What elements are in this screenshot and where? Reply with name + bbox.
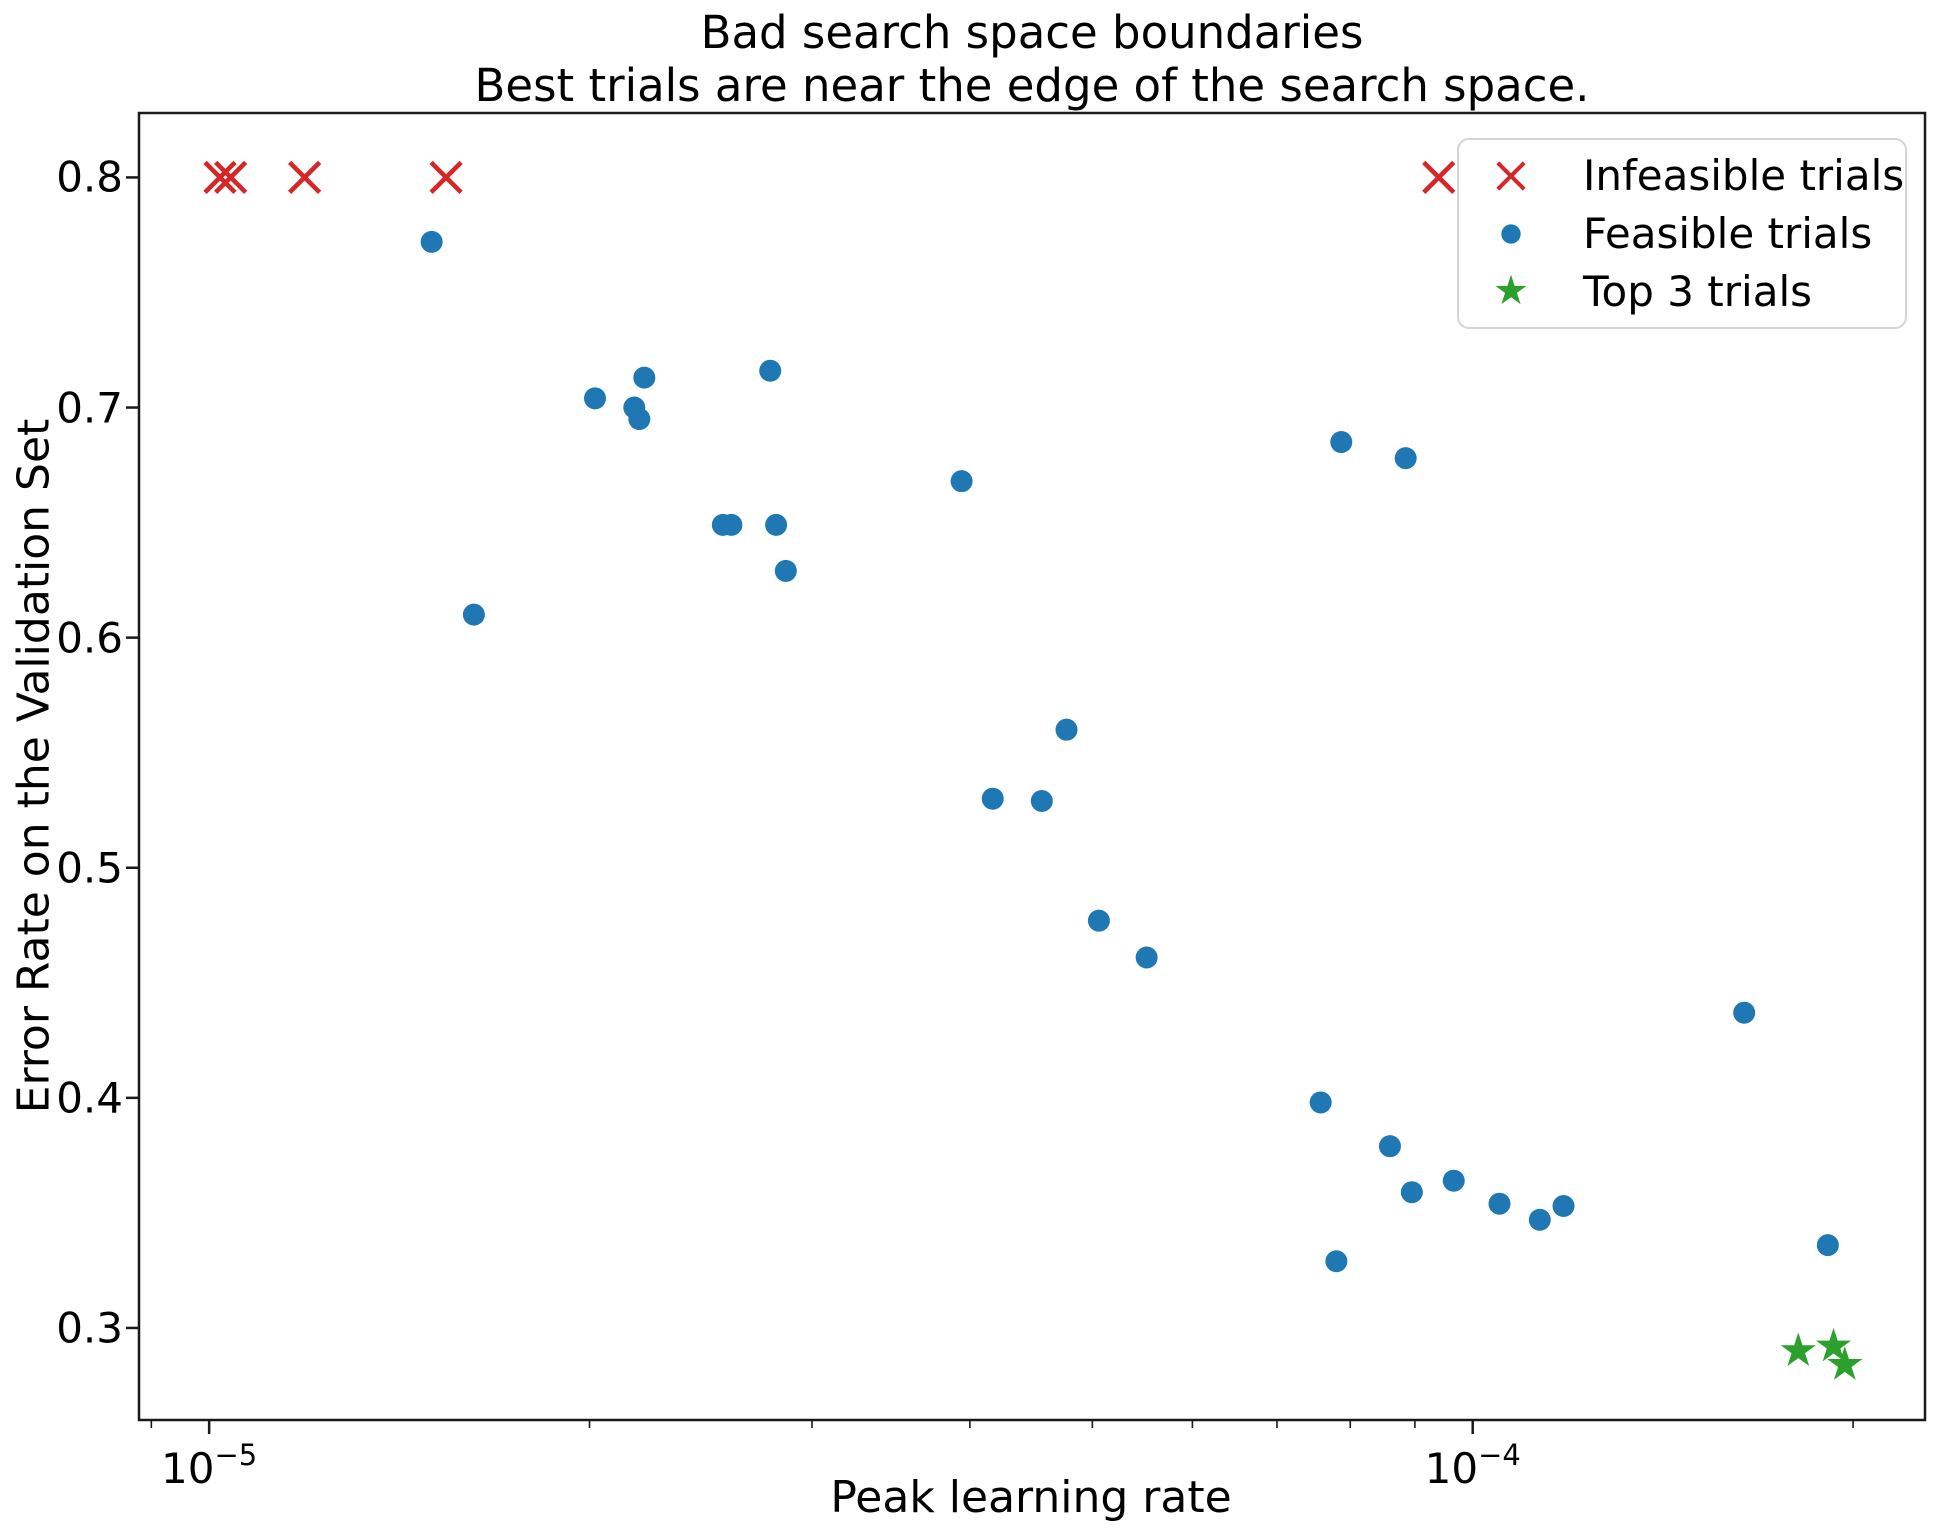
- infeasible-point: [1422, 160, 1456, 195]
- feasible-point: [1030, 790, 1053, 813]
- feasible-point: [1552, 1195, 1575, 1218]
- feasible-point: [1528, 1208, 1551, 1231]
- chart-title-block: Bad search space boundaries Best trials …: [475, 6, 1590, 112]
- star-glyph: [1495, 274, 1527, 305]
- feasible-point: [1135, 946, 1158, 969]
- infeasible-point: [214, 160, 248, 195]
- infeasible-point: [429, 160, 463, 195]
- feasible-point: [950, 470, 973, 493]
- feasible-point: [1325, 1250, 1348, 1273]
- feasible-point: [462, 603, 485, 626]
- legend-label: Infeasible trials: [1583, 151, 1905, 201]
- feasible-point: [628, 408, 651, 431]
- legend-item-feasible-trials: Feasible trials: [1489, 206, 1905, 262]
- legend-item-infeasible-trials: Infeasible trials: [1489, 148, 1905, 204]
- y-tick-label: 0.6: [56, 613, 123, 663]
- x-tick-label: 10−4: [1424, 1438, 1521, 1493]
- legend-label: Feasible trials: [1583, 209, 1873, 258]
- chart-subtitle: Best trials are near the edge of the sea…: [474, 59, 1590, 112]
- x-glyph: [1496, 161, 1526, 191]
- plot-spines: [137, 111, 1927, 1422]
- feasible-point: [420, 230, 443, 253]
- feasible-point: [583, 387, 606, 410]
- top3-point: [1827, 1346, 1863, 1380]
- feasible-point: [1378, 1135, 1401, 1158]
- legend-label: Top 3 trials: [1583, 266, 1812, 316]
- feasible-point: [765, 513, 788, 536]
- feasible-point: [759, 359, 782, 382]
- feasible-point: [633, 366, 656, 389]
- y-tick-label: 0.5: [56, 843, 123, 893]
- feasible-point: [981, 787, 1004, 810]
- y-tick-label: 0.7: [56, 383, 123, 433]
- feasible-point: [1330, 431, 1353, 454]
- x-axis-label: Peak learning rate: [830, 1472, 1232, 1523]
- feasible-point: [1488, 1192, 1511, 1215]
- feasible-point: [720, 513, 743, 536]
- legend: Infeasible trials Feasible trials Top 3 …: [1457, 138, 1907, 329]
- infeasible-point: [287, 160, 322, 195]
- feasible-point: [1394, 447, 1417, 470]
- y-tick-label: 0.3: [56, 1303, 123, 1353]
- feasible-point: [774, 559, 797, 582]
- feasible-point: [1055, 718, 1078, 741]
- circle-glyph: [1501, 223, 1521, 244]
- infeasible-point: [203, 160, 237, 195]
- star-marker-icon: [1495, 274, 1527, 305]
- feasible-point: [1816, 1234, 1839, 1257]
- x-tick-label: 10−5: [161, 1438, 258, 1493]
- y-axis-label: Error Rate on the Validation Set: [8, 418, 60, 1114]
- y-tick-label: 0.4: [56, 1073, 123, 1123]
- feasible-point: [1733, 1001, 1756, 1024]
- feasible-point: [1400, 1181, 1423, 1204]
- circle-marker-icon: [1501, 223, 1521, 244]
- feasible-point: [1087, 909, 1110, 932]
- top3-point: [1780, 1332, 1816, 1366]
- legend-item-top-3-trials: Top 3 trials: [1489, 263, 1905, 319]
- chart-title: Bad search space boundaries: [700, 6, 1364, 59]
- feasible-point: [1442, 1169, 1465, 1192]
- x-marker-icon: [1496, 161, 1526, 191]
- y-tick-label: 0.8: [56, 152, 123, 202]
- feasible-point: [1309, 1091, 1332, 1114]
- top3-point: [1815, 1327, 1852, 1362]
